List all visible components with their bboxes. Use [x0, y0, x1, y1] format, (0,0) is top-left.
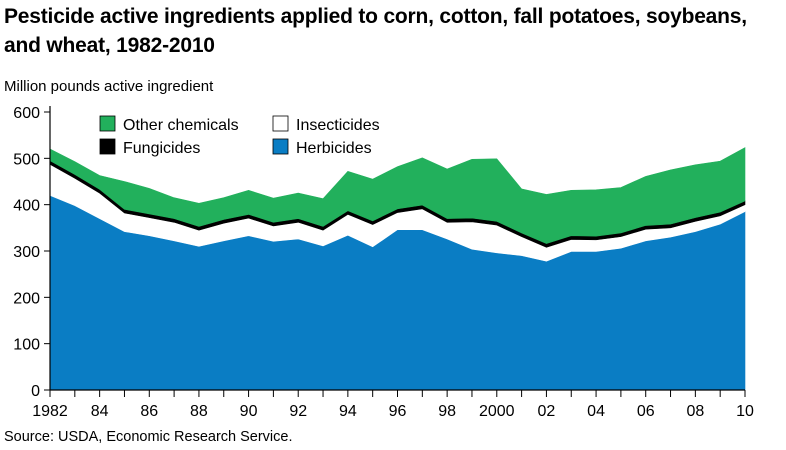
- legend-label-other_chemicals: Other chemicals: [123, 117, 239, 134]
- x-tick-label: 84: [91, 403, 109, 420]
- chart-title-line1: Pesticide active ingredients applied to …: [4, 5, 747, 28]
- x-tick-label: 98: [438, 403, 456, 420]
- x-tick-label: 1982: [32, 403, 68, 420]
- x-tick-label: 92: [289, 403, 307, 420]
- legend-label-fungicides: Fungicides: [123, 140, 200, 157]
- y-tick-label: 100: [13, 337, 40, 354]
- x-tick-label: 86: [140, 403, 158, 420]
- x-tick-label: 06: [637, 403, 655, 420]
- y-tick-label: 300: [13, 244, 40, 261]
- y-axis-label: Million pounds active ingredient: [4, 78, 214, 95]
- legend-swatch-herbicides: [272, 138, 289, 155]
- x-tick-label: 10: [736, 403, 754, 420]
- x-tick-label: 08: [686, 403, 704, 420]
- x-tick-label: 04: [587, 403, 605, 420]
- legend-label-herbicides: Herbicides: [296, 140, 372, 157]
- area-other_chemicals: [49, 147, 746, 244]
- legend-swatch-fungicides: [99, 138, 116, 155]
- y-tick-label: 500: [13, 151, 40, 168]
- x-tick-label: 90: [240, 403, 258, 420]
- x-tick-label: 02: [538, 403, 556, 420]
- legend-label-insecticides: Insecticides: [296, 117, 380, 134]
- chart-title: Pesticide active ingredients applied to …: [4, 2, 784, 60]
- legend-swatch-other_chemicals: [99, 115, 116, 132]
- chart-title-line2: and wheat, 1982-2010: [4, 34, 215, 57]
- y-tick-label: 200: [13, 290, 40, 307]
- x-tick-label: 88: [190, 403, 208, 420]
- x-tick-label: 96: [389, 403, 407, 420]
- x-tick-label: 2000: [479, 403, 515, 420]
- source-note: Source: USDA, Economic Research Service.: [4, 429, 293, 445]
- legend: Other chemicals Insecticides Fungicides Her…: [99, 115, 380, 157]
- y-tick-label: 600: [13, 105, 40, 122]
- y-tick-label: 0: [31, 383, 40, 400]
- legend-swatch-insecticides: [272, 115, 289, 132]
- axes-layer: 0 100 200 300 400 500 600 1982 84 86 88 90 92 94 96 98 2…: [13, 105, 754, 420]
- y-tick-label: 400: [13, 198, 40, 215]
- x-tick-label: 94: [339, 403, 357, 420]
- area-layer: [49, 147, 746, 391]
